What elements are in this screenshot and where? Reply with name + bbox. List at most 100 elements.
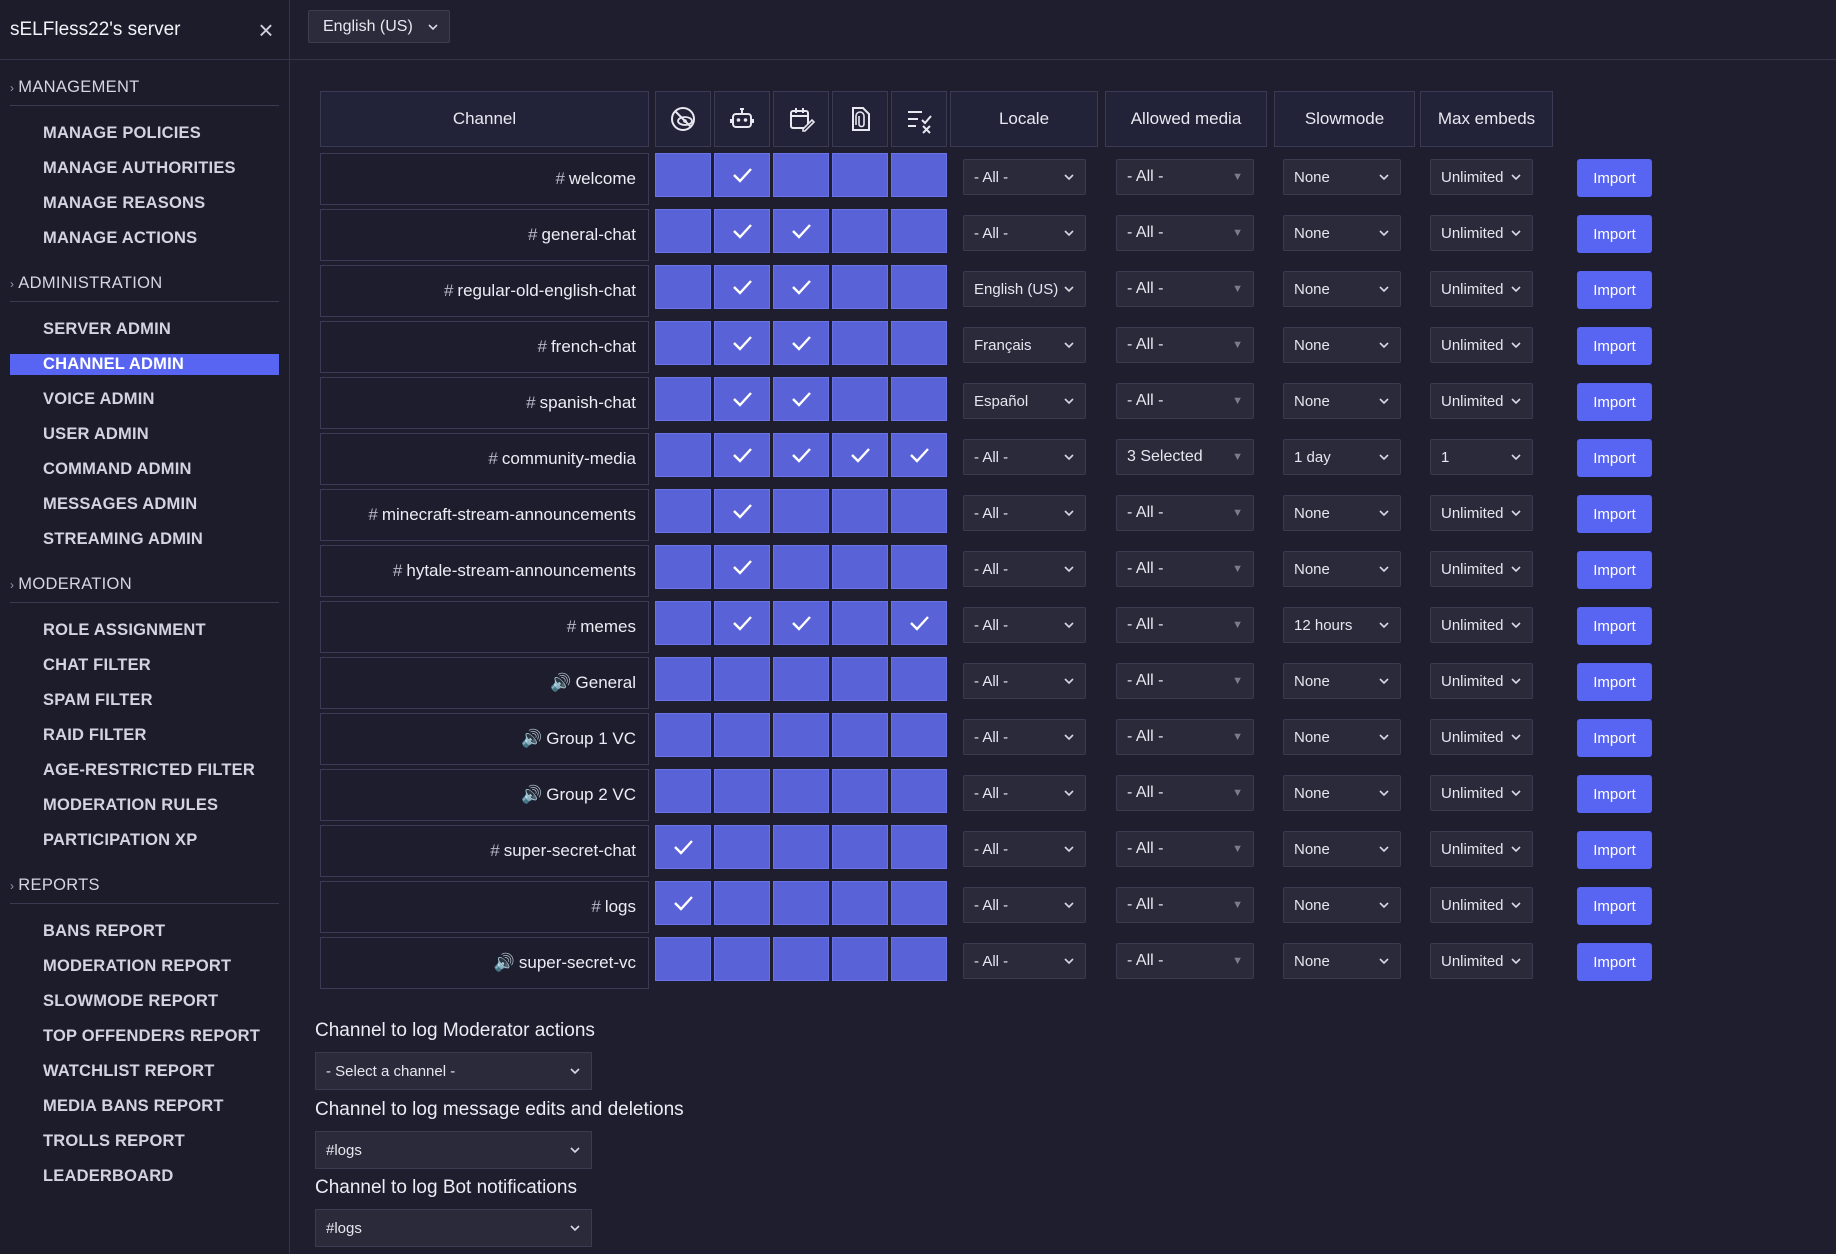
import-button[interactable]: Import <box>1577 943 1652 981</box>
locale-select[interactable]: - All - <box>963 831 1086 867</box>
checkbox-list-check[interactable] <box>891 601 947 645</box>
checkbox-eye-off[interactable] <box>655 433 711 477</box>
slowmode-select[interactable]: None <box>1283 887 1401 923</box>
checkbox-bot[interactable] <box>714 433 770 477</box>
locale-select[interactable]: - All - <box>963 607 1086 643</box>
max-embeds-select[interactable]: Unlimited <box>1430 887 1533 923</box>
slowmode-select[interactable]: None <box>1283 271 1401 307</box>
max-embeds-select[interactable]: 1 <box>1430 439 1533 475</box>
log-channel-select[interactable]: - Select a channel - <box>315 1052 592 1090</box>
locale-select[interactable]: - All - <box>963 887 1086 923</box>
log-channel-select[interactable]: #logs <box>315 1209 592 1247</box>
checkbox-list-check[interactable] <box>891 265 947 309</box>
slowmode-select[interactable]: None <box>1283 663 1401 699</box>
checkbox-bot[interactable] <box>714 377 770 421</box>
import-button[interactable]: Import <box>1577 159 1652 197</box>
locale-select[interactable]: - All - <box>963 551 1086 587</box>
allowed-media-select[interactable]: - All - ▼ <box>1116 495 1254 531</box>
nav-item-leaderboard[interactable]: LEADERBOARD <box>43 1167 174 1185</box>
checkbox-file-attachment[interactable] <box>832 209 888 253</box>
locale-select[interactable]: - All - <box>963 439 1086 475</box>
checkbox-list-check[interactable] <box>891 321 947 365</box>
nav-item-trolls-report[interactable]: TROLLS REPORT <box>43 1132 185 1150</box>
checkbox-list-check[interactable] <box>891 377 947 421</box>
locale-select[interactable]: Français <box>963 327 1086 363</box>
checkbox-list-check[interactable] <box>891 937 947 981</box>
locale-select[interactable]: - All - <box>963 719 1086 755</box>
locale-select[interactable]: - All - <box>963 159 1086 195</box>
checkbox-list-check[interactable] <box>891 657 947 701</box>
max-embeds-select[interactable]: Unlimited <box>1430 719 1533 755</box>
checkbox-file-attachment[interactable] <box>832 321 888 365</box>
locale-select[interactable]: - All - <box>963 495 1086 531</box>
import-button[interactable]: Import <box>1577 719 1652 757</box>
allowed-media-select[interactable]: - All - ▼ <box>1116 159 1254 195</box>
checkbox-list-check[interactable] <box>891 489 947 533</box>
checkbox-bot[interactable] <box>714 657 770 701</box>
slowmode-select[interactable]: None <box>1283 495 1401 531</box>
locale-select[interactable]: English (US) <box>963 271 1086 307</box>
checkbox-list-check[interactable] <box>891 209 947 253</box>
checkbox-file-attachment[interactable] <box>832 601 888 645</box>
checkbox-bot[interactable] <box>714 825 770 869</box>
allowed-media-select[interactable]: - All - ▼ <box>1116 607 1254 643</box>
slowmode-select[interactable]: None <box>1283 831 1401 867</box>
allowed-media-select[interactable]: - All - ▼ <box>1116 719 1254 755</box>
slowmode-select[interactable]: None <box>1283 383 1401 419</box>
checkbox-bot[interactable] <box>714 769 770 813</box>
nav-section-title[interactable]: › MODERATION <box>10 569 279 603</box>
allowed-media-select[interactable]: - All - ▼ <box>1116 383 1254 419</box>
max-embeds-select[interactable]: Unlimited <box>1430 943 1533 979</box>
max-embeds-select[interactable]: Unlimited <box>1430 271 1533 307</box>
nav-item-user-admin[interactable]: USER ADMIN <box>43 425 149 443</box>
nav-item-command-admin[interactable]: COMMAND ADMIN <box>43 460 192 478</box>
nav-section-title[interactable]: › ADMINISTRATION <box>10 268 279 302</box>
slowmode-select[interactable]: None <box>1283 943 1401 979</box>
allowed-media-select[interactable]: - All - ▼ <box>1116 775 1254 811</box>
checkbox-eye-off[interactable] <box>655 153 711 197</box>
checkbox-bot[interactable] <box>714 209 770 253</box>
checkbox-file-attachment[interactable] <box>832 265 888 309</box>
checkbox-calendar-edit[interactable] <box>773 321 829 365</box>
slowmode-select[interactable]: 12 hours <box>1283 607 1401 643</box>
checkbox-calendar-edit[interactable] <box>773 881 829 925</box>
max-embeds-select[interactable]: Unlimited <box>1430 551 1533 587</box>
max-embeds-select[interactable]: Unlimited <box>1430 831 1533 867</box>
checkbox-calendar-edit[interactable] <box>773 377 829 421</box>
import-button[interactable]: Import <box>1577 775 1652 813</box>
allowed-media-select[interactable]: - All - ▼ <box>1116 887 1254 923</box>
checkbox-list-check[interactable] <box>891 153 947 197</box>
checkbox-bot[interactable] <box>714 601 770 645</box>
import-button[interactable]: Import <box>1577 215 1652 253</box>
checkbox-calendar-edit[interactable] <box>773 713 829 757</box>
checkbox-list-check[interactable] <box>891 825 947 869</box>
checkbox-calendar-edit[interactable] <box>773 545 829 589</box>
nav-item-watchlist-report[interactable]: WATCHLIST REPORT <box>43 1062 215 1080</box>
checkbox-file-attachment[interactable] <box>832 769 888 813</box>
allowed-media-select[interactable]: - All - ▼ <box>1116 663 1254 699</box>
allowed-media-select[interactable]: - All - ▼ <box>1116 943 1254 979</box>
language-select[interactable]: English (US) <box>308 10 450 43</box>
nav-item-manage-authorities[interactable]: MANAGE AUTHORITIES <box>43 159 236 177</box>
checkbox-calendar-edit[interactable] <box>773 209 829 253</box>
locale-select[interactable]: Español <box>963 383 1086 419</box>
nav-item-raid-filter[interactable]: RAID FILTER <box>43 726 147 744</box>
checkbox-list-check[interactable] <box>891 713 947 757</box>
import-button[interactable]: Import <box>1577 831 1652 869</box>
import-button[interactable]: Import <box>1577 495 1652 533</box>
nav-item-moderation-rules[interactable]: MODERATION RULES <box>43 796 219 814</box>
nav-item-spam-filter[interactable]: SPAM FILTER <box>43 691 153 709</box>
max-embeds-select[interactable]: Unlimited <box>1430 327 1533 363</box>
log-channel-select[interactable]: #logs <box>315 1131 592 1169</box>
import-button[interactable]: Import <box>1577 551 1652 589</box>
checkbox-bot[interactable] <box>714 881 770 925</box>
max-embeds-select[interactable]: Unlimited <box>1430 495 1533 531</box>
max-embeds-select[interactable]: Unlimited <box>1430 607 1533 643</box>
max-embeds-select[interactable]: Unlimited <box>1430 159 1533 195</box>
checkbox-file-attachment[interactable] <box>832 937 888 981</box>
checkbox-bot[interactable] <box>714 713 770 757</box>
allowed-media-select[interactable]: - All - ▼ <box>1116 271 1254 307</box>
nav-item-manage-actions[interactable]: MANAGE ACTIONS <box>43 229 198 247</box>
nav-item-slowmode-report[interactable]: SLOWMODE REPORT <box>43 992 219 1010</box>
max-embeds-select[interactable]: Unlimited <box>1430 775 1533 811</box>
